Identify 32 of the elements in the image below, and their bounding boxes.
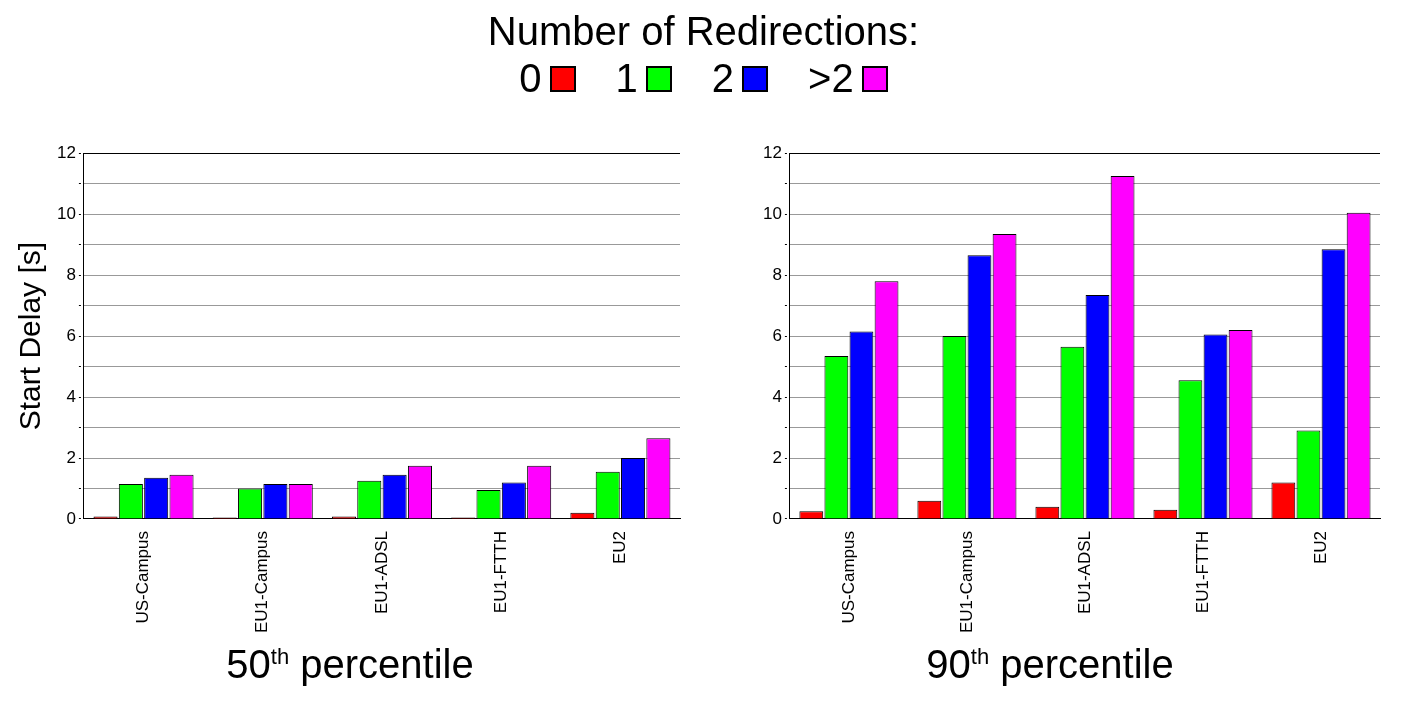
y-tick-label: 10: [56, 203, 76, 223]
legend-label: 2: [711, 56, 735, 101]
legend-label: 0: [519, 56, 542, 101]
y-tick-label: 12: [762, 142, 782, 162]
x-tick-label: EU2: [610, 530, 630, 565]
x-tick-label: EU1-ADSL: [1074, 530, 1094, 615]
y-tick-label: 12: [56, 142, 76, 162]
x-tick-label: EU1-Campus: [252, 530, 272, 634]
y-tick-label: 2: [66, 447, 76, 467]
y-tick-label: 10: [762, 203, 782, 223]
y-tick-label: 4: [66, 386, 76, 406]
x-tick-label: EU1-ADSL: [371, 530, 391, 615]
legend-label: 1: [615, 56, 638, 101]
y-tick-label: 0: [772, 508, 782, 528]
x-tick-label: EU2: [1310, 530, 1330, 565]
x-tick-label: US-Campus: [838, 530, 858, 624]
y-tick-label: 8: [772, 264, 782, 284]
legend-title: Number of Redirections:: [486, 8, 921, 54]
x-tick-label: EU1-FTTH: [490, 530, 510, 614]
legend-label: >2: [808, 56, 854, 101]
text: 50$^{th}$ percentile: [225, 641, 475, 688]
y-tick-label: 2: [772, 447, 782, 467]
x-tick-label: US-Campus: [133, 530, 153, 624]
y-tick-label: 4: [772, 386, 782, 406]
y-tick-label: 6: [66, 325, 76, 345]
y-tick-label: 0: [66, 508, 76, 528]
x-tick-label: EU1-FTTH: [1192, 530, 1212, 614]
y-tick-label: 8: [66, 264, 76, 284]
y-tick-label: 6: [772, 325, 782, 345]
text: 90$^{th}$ percentile: [925, 641, 1175, 688]
y-axis-title: Start Delay [s]: [13, 241, 47, 431]
x-tick-label: EU1-Campus: [956, 530, 976, 634]
